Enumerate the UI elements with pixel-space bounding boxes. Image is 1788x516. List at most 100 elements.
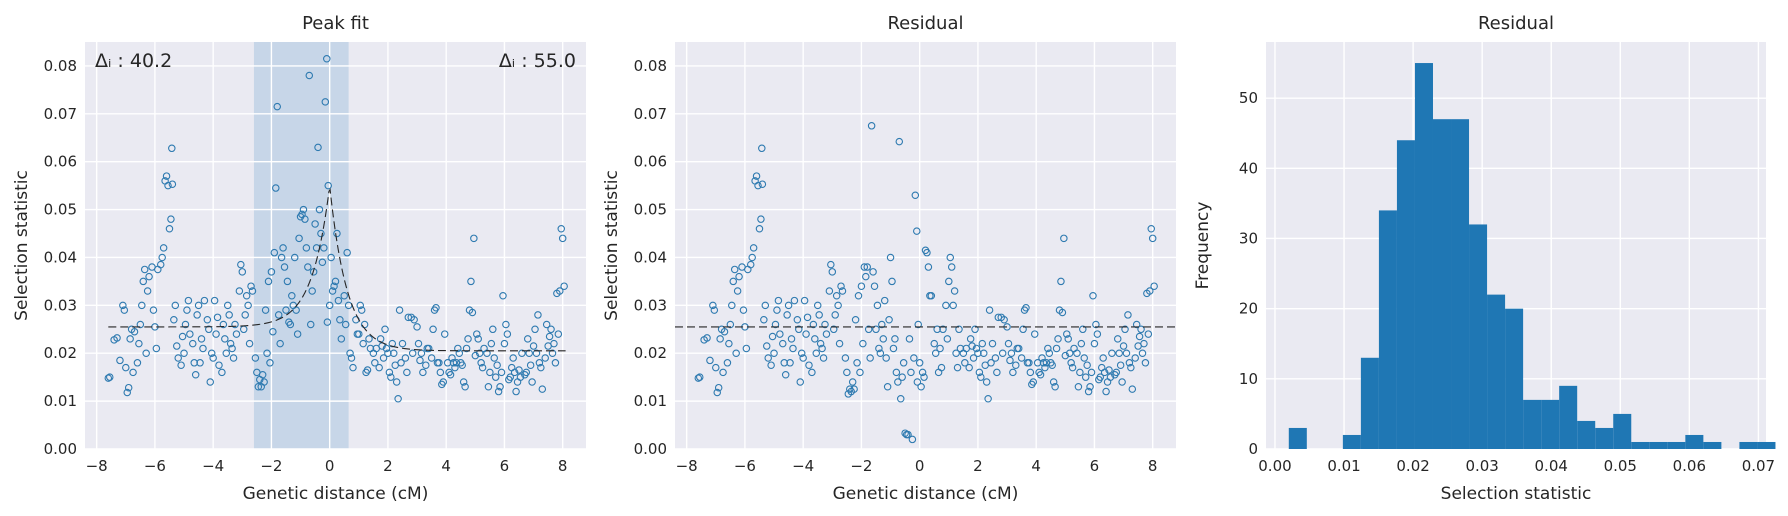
data-point [937, 363, 946, 372]
data-point [827, 260, 835, 269]
data-point [475, 349, 484, 357]
histogram-bar [1469, 224, 1488, 449]
data-point [435, 359, 443, 367]
data-point [349, 363, 357, 372]
data-point [1065, 349, 1074, 357]
data-point [876, 349, 885, 357]
data-point [933, 325, 941, 334]
data-point [1025, 359, 1033, 367]
data-point [781, 371, 790, 379]
data-point [381, 325, 389, 334]
panel-1: −8 −6 −4 −2 0 2 4 6 8 0.00 0.01 0.02 0.03 0.04 0.05 0.0… [12, 13, 586, 504]
data-point [1060, 234, 1068, 243]
data-point [244, 301, 252, 310]
data-point [706, 356, 714, 365]
data-point [394, 394, 402, 403]
data-point [484, 383, 493, 391]
data-point [930, 339, 938, 348]
data-point [1022, 303, 1030, 312]
histogram-bar [1757, 441, 1776, 449]
data-point [279, 244, 287, 252]
data-point [156, 260, 165, 269]
data-point [413, 323, 421, 331]
data-point [558, 234, 567, 243]
data-point [1150, 282, 1158, 290]
data-point [359, 339, 367, 348]
data-point [972, 344, 981, 353]
data-point [911, 191, 920, 199]
data-point [503, 330, 512, 338]
data-point [293, 330, 302, 338]
data-point [196, 359, 204, 367]
data-point [812, 349, 821, 357]
data-point [379, 354, 388, 362]
data-point [1004, 339, 1013, 348]
fit-curve [108, 188, 566, 352]
data-point [218, 368, 226, 377]
histogram-bar [1342, 434, 1361, 449]
data-point [1012, 361, 1020, 369]
data-point [528, 378, 536, 386]
data-point [455, 349, 464, 357]
data-point [991, 354, 1000, 362]
x-tick-label: −4 [792, 457, 814, 475]
data-point [365, 335, 373, 343]
data-point [771, 320, 780, 329]
data-point [162, 172, 171, 180]
data-point [819, 354, 828, 362]
data-point [757, 215, 765, 223]
data-point [892, 368, 901, 377]
y-tick-label: 40 [1239, 159, 1258, 177]
data-point [277, 253, 286, 262]
data-point [286, 320, 295, 329]
data-point [210, 296, 219, 305]
data-point [822, 330, 831, 338]
data-point [898, 373, 906, 381]
data-point [248, 287, 257, 295]
data-point [754, 181, 762, 190]
histogram-bar [1396, 140, 1415, 449]
data-point [499, 292, 507, 300]
data-point [384, 349, 392, 357]
y-axis-label: Selection statistic [602, 170, 622, 321]
histogram-bar [1523, 399, 1542, 449]
data-point [241, 311, 249, 319]
data-point [1096, 373, 1105, 381]
data-point [531, 325, 539, 334]
y-tick-label: 0.05 [44, 201, 77, 219]
data-point [205, 325, 213, 334]
data-point [1086, 383, 1094, 391]
data-point [1000, 315, 1008, 324]
data-point [323, 55, 331, 63]
y-tick-label: 0 [1248, 440, 1258, 458]
data-point [773, 306, 781, 314]
data-point [838, 287, 847, 295]
data-point [478, 363, 487, 372]
data-point [203, 315, 212, 324]
data-point [491, 373, 500, 381]
data-point [758, 144, 766, 153]
data-point [315, 205, 324, 214]
data-point [126, 335, 134, 343]
data-point [305, 71, 314, 80]
data-point [733, 287, 742, 295]
data-point [841, 354, 850, 362]
data-point [869, 268, 877, 276]
data-point [848, 378, 857, 386]
data-point [325, 301, 334, 310]
data-point [159, 244, 168, 252]
data-point [263, 349, 271, 357]
data-point [873, 301, 882, 310]
histogram-bar [1577, 420, 1596, 449]
data-point [314, 143, 322, 152]
histogram-bar [1378, 210, 1397, 449]
data-point [712, 363, 720, 372]
panel-title: Residual [887, 13, 963, 34]
data-point [178, 332, 187, 341]
data-point [535, 359, 544, 367]
data-point [726, 320, 735, 329]
histogram-bar [1631, 441, 1650, 449]
data-point [779, 339, 787, 348]
data-point [1029, 378, 1038, 386]
data-point [392, 378, 401, 386]
